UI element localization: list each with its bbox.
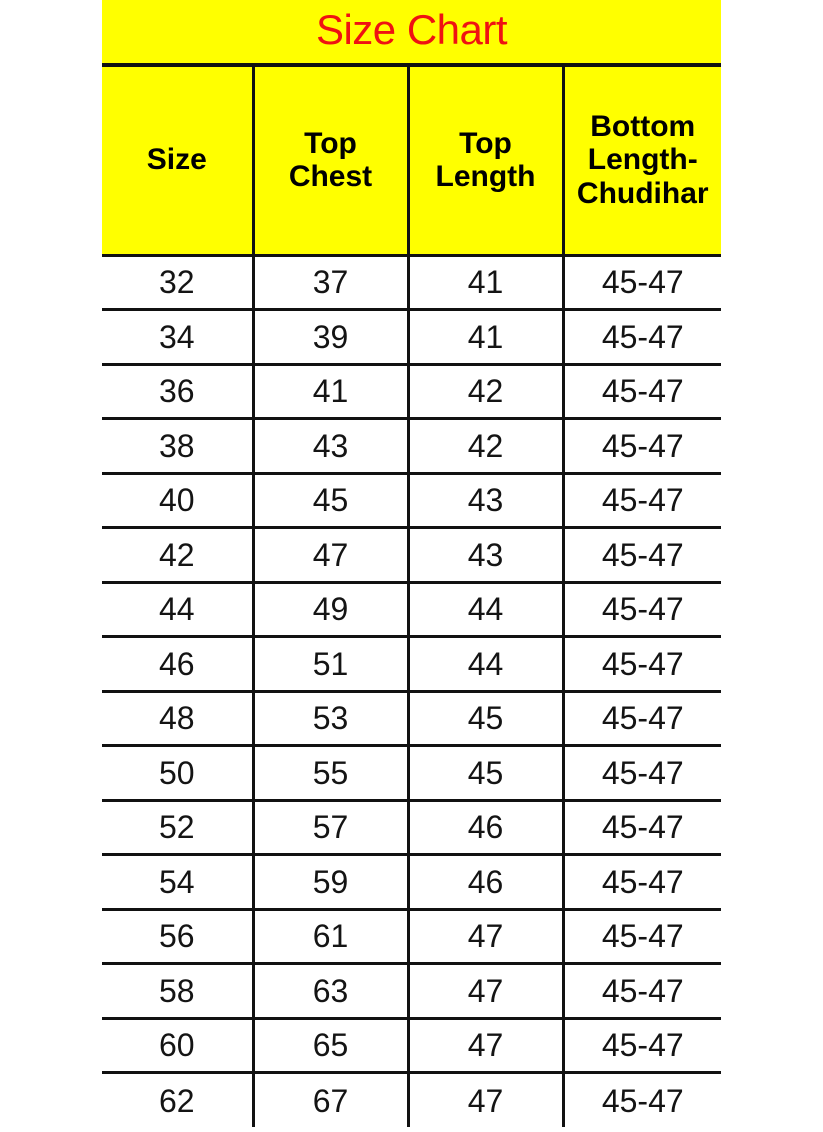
cell-top-length: 46 (406, 800, 565, 856)
cell-size: 40 (102, 473, 255, 529)
table-row: 48 53 45 45-47 (102, 691, 721, 747)
cell-top-chest: 59 (251, 854, 410, 911)
cell-size: 58 (102, 963, 255, 1020)
cell-top-chest: 61 (251, 909, 410, 965)
cell-bottom-length-chudihar: 45-47 (561, 909, 721, 965)
page-title: Size Chart (315, 6, 508, 53)
cell-top-chest: 67 (251, 1072, 410, 1127)
cell-bottom-length-chudihar: 45-47 (561, 473, 721, 529)
column-header-bottom-length-chudihar: Bottom Length- Chudihar (561, 67, 721, 257)
cell-size: 52 (102, 800, 255, 856)
cell-top-chest: 63 (251, 963, 410, 1020)
cell-top-chest: 51 (251, 636, 410, 693)
cell-top-chest: 53 (251, 691, 410, 747)
cell-bottom-length-chudihar: 45-47 (561, 1018, 721, 1074)
cell-size: 54 (102, 854, 255, 911)
cell-bottom-length-chudihar: 45-47 (561, 309, 721, 366)
cell-top-chest: 65 (251, 1018, 410, 1074)
table-row: 44 49 44 45-47 (102, 582, 721, 638)
cell-top-chest: 47 (251, 527, 410, 584)
cell-top-chest: 45 (251, 473, 410, 529)
cell-top-length: 43 (406, 473, 565, 529)
cell-top-length: 46 (406, 854, 565, 911)
table-header: Size Top Chest Top Length Bottom Length-… (102, 67, 721, 257)
cell-size: 62 (102, 1072, 255, 1127)
cell-size: 42 (102, 527, 255, 584)
cell-top-length: 47 (406, 1072, 565, 1127)
column-header-top-chest: Top Chest (251, 67, 410, 257)
cell-top-length: 41 (406, 309, 565, 366)
cell-size: 44 (102, 582, 255, 638)
cell-size: 48 (102, 691, 255, 747)
table-row: 56 61 47 45-47 (102, 909, 721, 965)
cell-top-chest: 39 (251, 309, 410, 366)
cell-top-length: 47 (406, 963, 565, 1020)
cell-size: 38 (102, 418, 255, 475)
cell-bottom-length-chudihar: 45-47 (561, 527, 721, 584)
table-row: 38 43 42 45-47 (102, 418, 721, 475)
cell-bottom-length-chudihar: 45-47 (561, 418, 721, 475)
size-chart-container: Size Chart Size Top Chest Top Length Bot… (102, 0, 721, 1127)
table-body: 32 37 41 45-47 34 39 41 45-47 36 41 42 45-47 38 43 42 4… (102, 255, 721, 1127)
cell-bottom-length-chudihar: 45-47 (561, 636, 721, 693)
table-row: 34 39 41 45-47 (102, 309, 721, 366)
table-row: 62 67 47 45-47 (102, 1072, 721, 1127)
cell-size: 56 (102, 909, 255, 965)
chart-title-band: Size Chart (102, 0, 721, 67)
table-row: 46 51 44 45-47 (102, 636, 721, 693)
table-row: 42 47 43 45-47 (102, 527, 721, 584)
table-row: 36 41 42 45-47 (102, 364, 721, 420)
cell-size: 32 (102, 255, 255, 311)
cell-size: 46 (102, 636, 255, 693)
cell-top-length: 44 (406, 582, 565, 638)
cell-top-chest: 43 (251, 418, 410, 475)
cell-bottom-length-chudihar: 45-47 (561, 582, 721, 638)
header-row: Size Top Chest Top Length Bottom Length-… (102, 67, 721, 257)
cell-bottom-length-chudihar: 45-47 (561, 255, 721, 311)
cell-top-length: 41 (406, 255, 565, 311)
cell-size: 60 (102, 1018, 255, 1074)
table-row: 32 37 41 45-47 (102, 255, 721, 311)
cell-bottom-length-chudihar: 45-47 (561, 963, 721, 1020)
cell-bottom-length-chudihar: 45-47 (561, 800, 721, 856)
cell-bottom-length-chudihar: 45-47 (561, 1072, 721, 1127)
cell-top-length: 45 (406, 691, 565, 747)
cell-top-chest: 37 (251, 255, 410, 311)
table-row: 52 57 46 45-47 (102, 800, 721, 856)
cell-top-chest: 41 (251, 364, 410, 420)
cell-size: 34 (102, 309, 255, 366)
cell-top-length: 47 (406, 1018, 565, 1074)
cell-top-length: 44 (406, 636, 565, 693)
size-chart-table: Size Top Chest Top Length Bottom Length-… (102, 67, 721, 1127)
cell-top-length: 42 (406, 364, 565, 420)
table-row: 54 59 46 45-47 (102, 854, 721, 911)
column-header-size: Size (102, 67, 255, 257)
cell-bottom-length-chudihar: 45-47 (561, 745, 721, 802)
table-row: 58 63 47 45-47 (102, 963, 721, 1020)
cell-size: 50 (102, 745, 255, 802)
cell-size: 36 (102, 364, 255, 420)
cell-top-length: 42 (406, 418, 565, 475)
column-header-top-length: Top Length (406, 67, 565, 257)
cell-top-length: 47 (406, 909, 565, 965)
cell-top-chest: 57 (251, 800, 410, 856)
table-row: 40 45 43 45-47 (102, 473, 721, 529)
cell-top-length: 43 (406, 527, 565, 584)
cell-bottom-length-chudihar: 45-47 (561, 854, 721, 911)
cell-top-length: 45 (406, 745, 565, 802)
cell-top-chest: 55 (251, 745, 410, 802)
cell-bottom-length-chudihar: 45-47 (561, 364, 721, 420)
cell-top-chest: 49 (251, 582, 410, 638)
cell-bottom-length-chudihar: 45-47 (561, 691, 721, 747)
table-row: 60 65 47 45-47 (102, 1018, 721, 1074)
table-row: 50 55 45 45-47 (102, 745, 721, 802)
